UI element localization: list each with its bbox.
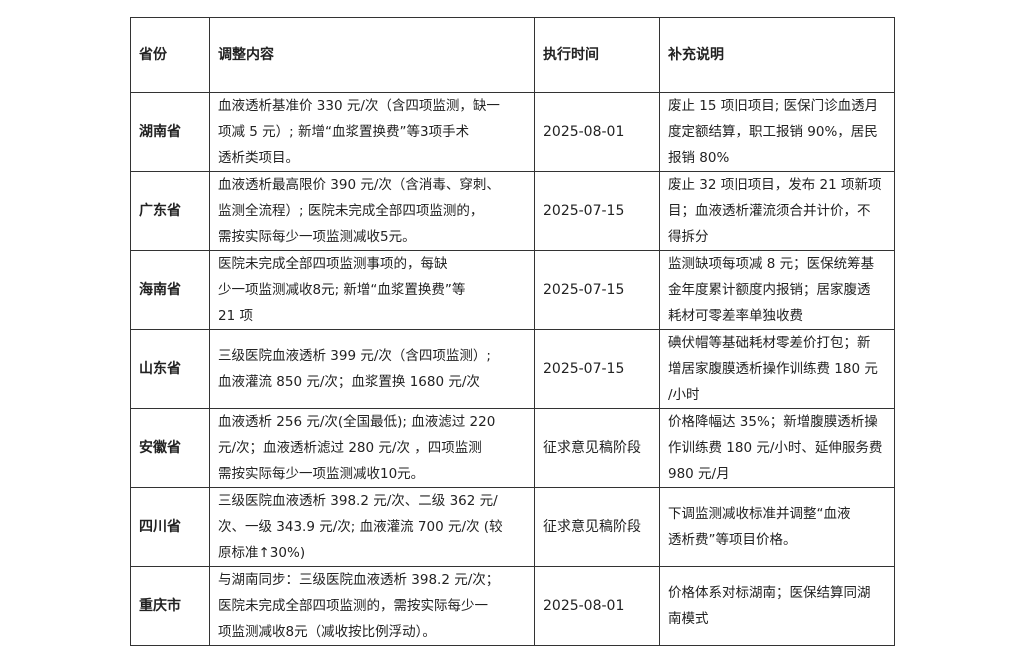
province-cell: 山东省 [130, 329, 210, 409]
time-cell: 征求意见稿阶段 [534, 408, 660, 488]
time-cell: 2025-08-01 [534, 566, 660, 646]
content-line: 项监测减收8元（减收按比例浮动）。 [218, 624, 436, 640]
table-row: 湖南省 血液透析基准价 330 元/次（含四项监测，缺一 项减 5 元）; 新增“血… [130, 92, 895, 172]
content-line: 血液灌流 850 元/次；血浆置换 1680 元/次 [218, 374, 480, 390]
content-line: 需按实际每少一项监测减收5元。 [218, 229, 416, 245]
time-cell: 2025-07-15 [534, 329, 660, 409]
note-line: 价格体系对标湖南；医保结算同湖 [668, 585, 871, 601]
content-line: 透析类项目。 [218, 150, 299, 166]
table-row: 海南省 医院未完成全部四项监测事项的，每缺少一项监测减收8元; 新增“血浆置换费”… [130, 250, 895, 330]
note-cell: 下调监测减收标准并调整“血液 透析费”等项目价格。 [659, 487, 895, 567]
note-line: 980 元/月 [668, 466, 730, 482]
province-cell: 四川省 [130, 487, 210, 567]
content-line: 项减 5 元）; 新增“血浆置换费”等3项手术 [218, 124, 470, 140]
note-line: 作训练费 180 元/小时、延伸服务费 [668, 440, 883, 456]
header-time: 执行时间 [534, 17, 660, 93]
content-line: 血液透析 256 元/次(全国最低); 血液滤过 220 [218, 414, 496, 430]
note-line: 得拆分 [668, 229, 709, 245]
content-line: 三级医院血液透析 398.2 元/次、二级 362 元/ [218, 493, 498, 509]
province-cell: 重庆市 [130, 566, 210, 646]
content-line: 监测全流程）; 医院未完成全部四项监测的， [218, 203, 484, 219]
table-row: 安徽省 血液透析 256 元/次(全国最低); 血液滤过 220 元/次；血液透析滤… [130, 408, 895, 488]
note-line: 碘伏帽等基础耗材零差价打包；新 [668, 335, 871, 351]
content-line: 元/次；血液透析滤过 280 元/次 ，四项监测 [218, 440, 482, 456]
note-line: 报销 80% [668, 150, 730, 166]
header-province: 省份 [130, 17, 210, 93]
content-line: 医院未完成全部四项监测事项的，每缺 [218, 256, 448, 272]
content-line: 血液透析基准价 330 元/次（含四项监测，缺一 [218, 98, 500, 114]
note-line: 目；血液透析灌流须合并计价，不 [668, 203, 871, 219]
note-line: 增居家腹膜透析操作训练费 180 元 [668, 361, 878, 377]
note-line: /小时 [668, 387, 700, 403]
note-line: 耗材可零差率单独收费 [668, 308, 803, 324]
note-line: 度定额结算，职工报销 90%，居民 [668, 124, 878, 140]
time-cell: 2025-07-15 [534, 171, 660, 251]
table-row: 广东省 血液透析最高限价 390 元/次（含消毒、穿刺、 监测全流程）; 医院未完成… [130, 171, 895, 251]
header-row: 省份 调整内容 执行时间 补充说明 [130, 17, 895, 93]
note-line: 下调监测减收标准并调整“血液 [668, 506, 851, 522]
note-line: 监测缺项每项减 8 元；医保统筹基 [668, 256, 875, 272]
province-cell: 安徽省 [130, 408, 210, 488]
note-cell: 价格降幅达 35%；新增腹膜透析操 作训练费 180 元/小时、延伸服务费 980 … [659, 408, 895, 488]
content-line: 与湖南同步：三级医院血液透析 398.2 元/次； [218, 572, 500, 588]
header-note: 补充说明 [659, 17, 895, 93]
content-line: 少一项监测减收8元; 新增“血浆置换费”等 [218, 282, 466, 298]
note-line: 废止 15 项旧项目; 医保门诊血透月 [668, 98, 879, 114]
content-line: 医院未完成全部四项监测的，需按实际每少一 [218, 598, 488, 614]
note-cell: 监测缺项每项减 8 元；医保统筹基 金年度累计额度内报销；居家腹透 耗材可零差率单独… [659, 250, 895, 330]
province-cell: 湖南省 [130, 92, 210, 172]
content-cell: 三级医院血液透析 398.2 元/次、二级 362 元/次、一级 343.9 元… [209, 487, 535, 567]
province-cell: 海南省 [130, 250, 210, 330]
note-line: 透析费”等项目价格。 [668, 532, 797, 548]
table-row: 重庆市 与湖南同步：三级医院血液透析 398.2 元/次； 医院未完成全部四项监测的… [130, 566, 895, 646]
table-row: 山东省 三级医院血液透析 399 元/次（含四项监测）; 血液灌流 850 元/次；… [130, 329, 895, 409]
note-cell: 价格体系对标湖南；医保结算同湖 南模式 [659, 566, 895, 646]
note-cell: 废止 15 项旧项目; 医保门诊血透月 度定额结算，职工报销 90%，居民 报销 8… [659, 92, 895, 172]
price-adjustment-table: 省份 调整内容 执行时间 补充说明 湖南省 血液透析基准价 330 元/次（含四项… [130, 17, 895, 646]
table-row: 四川省 三级医院血液透析 398.2 元/次、二级 362 元/次、一级 343.… [130, 487, 895, 567]
content-line: 需按实际每少一项监测减收10元。 [218, 466, 425, 482]
content-cell: 与湖南同步：三级医院血液透析 398.2 元/次； 医院未完成全部四项监测的，需按… [209, 566, 535, 646]
note-cell: 废止 32 项旧项目，发布 21 项新项 目；血液透析灌流须合并计价，不 得拆分 [659, 171, 895, 251]
content-line: 血液透析最高限价 390 元/次（含消毒、穿刺、 [218, 177, 500, 193]
content-line: 21 项 [218, 308, 253, 324]
note-cell: 碘伏帽等基础耗材零差价打包；新 增居家腹膜透析操作训练费 180 元/小时 [659, 329, 895, 409]
content-line: 三级医院血液透析 399 元/次（含四项监测）; [218, 348, 491, 364]
content-cell: 医院未完成全部四项监测事项的，每缺少一项监测减收8元; 新增“血浆置换费”等 21… [209, 250, 535, 330]
content-cell: 血液透析 256 元/次(全国最低); 血液滤过 220 元/次；血液透析滤过 2… [209, 408, 535, 488]
content-cell: 三级医院血液透析 399 元/次（含四项监测）; 血液灌流 850 元/次；血浆置… [209, 329, 535, 409]
note-line: 南模式 [668, 611, 709, 627]
content-line: 原标准↑30%) [218, 545, 306, 561]
time-cell: 2025-07-15 [534, 250, 660, 330]
note-line: 金年度累计额度内报销；居家腹透 [668, 282, 871, 298]
content-cell: 血液透析基准价 330 元/次（含四项监测，缺一 项减 5 元）; 新增“血浆置换… [209, 92, 535, 172]
note-line: 废止 32 项旧项目，发布 21 项新项 [668, 177, 882, 193]
content-cell: 血液透析最高限价 390 元/次（含消毒、穿刺、 监测全流程）; 医院未完成全部四… [209, 171, 535, 251]
note-line: 价格降幅达 35%；新增腹膜透析操 [668, 414, 878, 430]
time-cell: 征求意见稿阶段 [534, 487, 660, 567]
province-cell: 广东省 [130, 171, 210, 251]
time-cell: 2025-08-01 [534, 92, 660, 172]
header-content: 调整内容 [209, 17, 535, 93]
content-line: 次、一级 343.9 元/次; 血液灌流 700 元/次 (较 [218, 519, 503, 535]
